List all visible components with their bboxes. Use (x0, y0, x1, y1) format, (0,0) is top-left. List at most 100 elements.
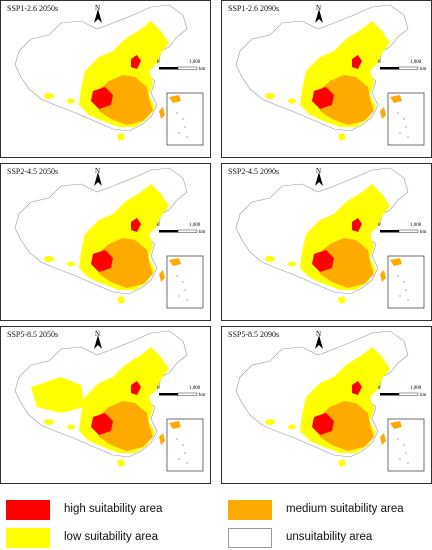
inset-island-dot (176, 438, 178, 440)
inset-island-dot (405, 289, 407, 291)
map-panel: SSP1-2.6 2090s N 0 1,000 km (221, 0, 432, 158)
north-label: N (316, 167, 322, 175)
legend-label-high: high suitability area (64, 503, 163, 515)
panel-title: SSP1-2.6 2050s (7, 4, 59, 13)
legend: high suitability area medium suitability… (0, 490, 432, 550)
hainan-island (117, 133, 125, 141)
legend-label-low: low suitability area (64, 531, 158, 543)
north-label: N (316, 4, 322, 12)
legend-swatch-high (6, 500, 50, 520)
high-suitability-area-north (131, 381, 141, 395)
taiwan-island (380, 270, 386, 282)
hainan-island (338, 296, 346, 304)
low-suitability-spot (265, 93, 275, 99)
north-arrow-icon (94, 172, 102, 186)
high-suitability-area-north (352, 381, 362, 395)
inset-island-dot (178, 132, 180, 134)
low-suitability-spot (288, 98, 296, 104)
inset-island-dot (186, 299, 188, 301)
inset-island-dot (182, 118, 184, 120)
north-label: N (316, 330, 322, 338)
inset-island-dot (184, 452, 186, 454)
high-suitability-area (91, 87, 113, 109)
inset-land (390, 421, 402, 429)
inset-island-dot (407, 462, 409, 464)
panel-title: SSP2-4.5 2050s (7, 167, 59, 176)
high-suitability-area-north (131, 218, 141, 232)
scale-label-max: 1,000 (410, 386, 422, 391)
low-suitability-spot (288, 261, 296, 267)
hainan-island (338, 459, 346, 467)
map-panel: SSP5-8.5 2090s N 0 1,000 km (221, 326, 432, 484)
scale-label-max: 1,000 (189, 386, 201, 391)
scale-bar-segment (398, 229, 419, 233)
taiwan-island (380, 107, 386, 119)
low-suitability-spot (44, 419, 54, 425)
inset-island-dot (405, 452, 407, 454)
inset-island-dot (186, 136, 188, 138)
inset-island-dot (186, 462, 188, 464)
legend-swatch-medium (228, 500, 272, 520)
inset-island-dot (184, 126, 186, 128)
high-suitability-area (312, 413, 334, 435)
scale-unit: km (420, 230, 427, 235)
inset-island-dot (397, 275, 399, 277)
panel-title: SSP1-2.6 2090s (228, 4, 280, 13)
high-suitability-area (91, 413, 113, 435)
map-panel: SSP5-8.5 2050s N 0 1,000 km (0, 326, 211, 484)
panel-title: SSP2-4.5 2090s (228, 167, 280, 176)
inset-island-dot (405, 126, 407, 128)
scale-label-zero: 0 (378, 60, 381, 65)
map-svg (14, 330, 204, 472)
medium-suitability-area (95, 238, 153, 288)
north-arrow-icon (94, 335, 102, 349)
taiwan-island (380, 433, 386, 445)
inset-island-dot (399, 132, 401, 134)
low-suitability-spot (265, 419, 275, 425)
scale-unit: km (420, 393, 427, 398)
scale-label-max: 1,000 (189, 223, 201, 228)
inset-island-dot (178, 458, 180, 460)
scale-label-zero: 0 (378, 223, 381, 228)
medium-suitability-area (316, 401, 374, 451)
map-svg (14, 4, 204, 146)
map-svg (235, 167, 425, 309)
inset-land (169, 421, 181, 429)
inset-island-dot (397, 112, 399, 114)
low-suitability-spot (288, 424, 296, 430)
inset-land (390, 95, 402, 103)
scale-label-zero: 0 (157, 223, 160, 228)
medium-suitability-area (95, 401, 153, 451)
hainan-island (338, 133, 346, 141)
medium-suitability-area (316, 75, 374, 125)
scale-bar-segment (177, 392, 198, 396)
scale-unit: km (420, 67, 427, 72)
inset-land (390, 258, 402, 266)
panel-title: SSP5-8.5 2050s (7, 330, 59, 339)
inset-island-dot (399, 295, 401, 297)
low-suitability-spot (67, 98, 75, 104)
map-svg (14, 167, 204, 309)
scale-bar-segment (398, 66, 419, 70)
hainan-island (117, 459, 125, 467)
scale-unit: km (199, 67, 206, 72)
panel-title: SSP5-8.5 2090s (228, 330, 280, 339)
high-suitability-area-north (352, 218, 362, 232)
north-label: N (95, 167, 101, 175)
medium-suitability-area (95, 75, 153, 125)
scale-label-zero: 0 (378, 386, 381, 391)
inset-island-dot (403, 444, 405, 446)
inset-island-dot (182, 444, 184, 446)
inset-island-dot (182, 281, 184, 283)
scale-label-max: 1,000 (410, 223, 422, 228)
map-panel: SSP1-2.6 2050s N 0 1,000 km (0, 0, 211, 158)
high-suitability-area (312, 87, 334, 109)
high-suitability-area (91, 250, 113, 272)
scale-bar-segment (177, 66, 198, 70)
high-suitability-area-north (131, 55, 141, 69)
high-suitability-area-north (352, 55, 362, 69)
legend-swatch-unsuitable (228, 528, 272, 548)
inset-island-dot (407, 299, 409, 301)
inset-land (169, 258, 181, 266)
